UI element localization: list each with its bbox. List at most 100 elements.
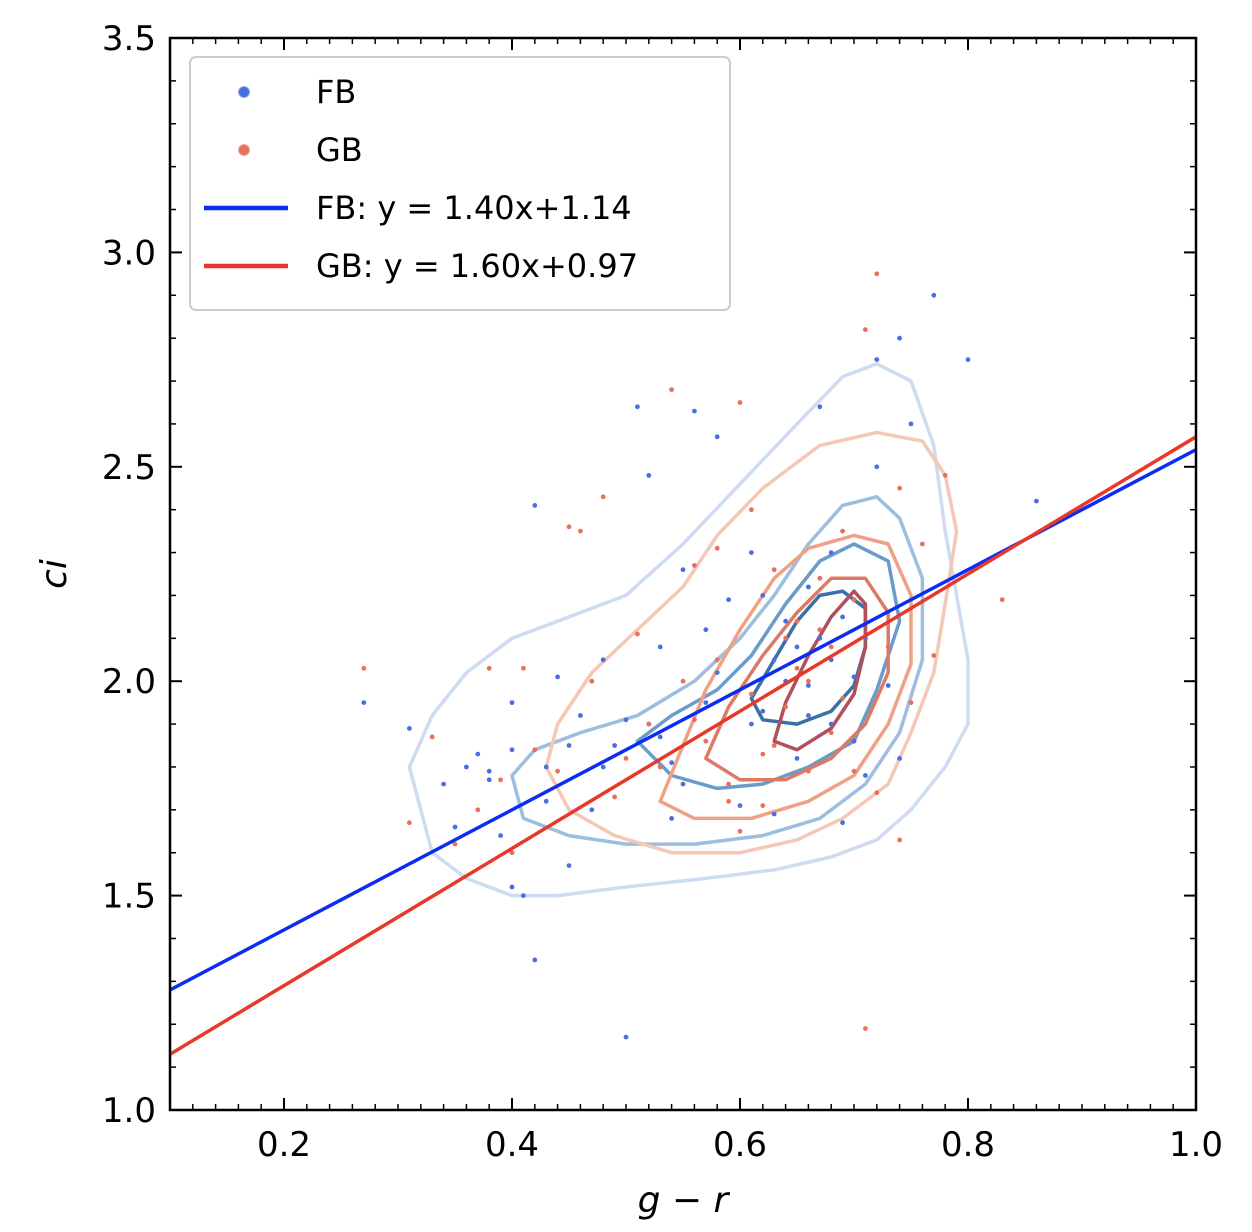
fb-point-2: [441, 781, 446, 787]
fb-point-6: [486, 768, 492, 774]
fb-point-42: [771, 811, 777, 817]
fb-point-61: [897, 335, 902, 341]
fb-point-54: [851, 674, 857, 680]
fb-point-14: [532, 503, 538, 508]
gb-point-18: [646, 721, 652, 727]
legend-box: [189, 56, 731, 311]
gb-point-51: [726, 798, 731, 804]
gb-point-8: [521, 665, 526, 671]
fb-point-45: [794, 756, 800, 761]
gb-point-55: [771, 743, 777, 748]
gb-point-16: [623, 756, 629, 761]
fb-point-49: [817, 404, 823, 410]
fb-point-16: [555, 674, 560, 680]
gb-point-36: [828, 730, 834, 736]
fb-point-57: [863, 773, 868, 778]
gb-fit-line: [170, 435, 1196, 1056]
fb-point-37: [737, 803, 743, 808]
gb-point-32: [794, 665, 800, 671]
gb-legend-marker: [238, 144, 250, 156]
x-tick-label: 0.2: [257, 1125, 311, 1165]
gb-point-52: [783, 635, 788, 641]
fb-point-11: [509, 884, 515, 890]
x-tick-label: 0.4: [485, 1125, 539, 1165]
gb-contour-4: [772, 589, 868, 752]
fb-point-44: [794, 644, 800, 650]
fb-point-70: [760, 708, 766, 714]
fb-point-67: [600, 657, 606, 663]
fb-point-13: [532, 957, 538, 963]
gb-point-43: [885, 644, 891, 650]
fb-point-38: [749, 721, 754, 727]
fb-point-60: [885, 683, 891, 688]
y-tick-label: 3.0: [102, 233, 156, 273]
fb-point-8: [498, 833, 503, 838]
gb-point-11: [566, 524, 572, 530]
gb-contour-1: [544, 430, 959, 855]
fb-legend-marker: [238, 86, 250, 98]
gb-point-50: [999, 597, 1005, 603]
fb-point-4: [464, 764, 469, 770]
fb-point-63: [931, 292, 937, 298]
gb-point-1: [407, 820, 412, 826]
gb-point-0: [361, 665, 367, 671]
scatter-points: [361, 271, 1039, 1040]
gb-point-10: [555, 768, 560, 774]
fb-point-69: [806, 713, 811, 718]
gb-point-34: [817, 627, 823, 633]
fb-point-28: [657, 734, 663, 740]
fb-point-19: [578, 713, 583, 718]
gb-point-42: [874, 271, 880, 277]
fb-point-33: [703, 700, 709, 705]
fb-point-22: [612, 743, 617, 748]
gb-point-54: [840, 696, 845, 701]
fb-point-0: [361, 700, 367, 705]
density-contours: [407, 362, 970, 898]
y-tick-label: 1.5: [102, 877, 156, 917]
fb-point-9: [509, 747, 515, 753]
fb-point-41: [771, 657, 777, 663]
fb-point-29: [669, 760, 674, 766]
fb-point-10: [509, 700, 515, 705]
y-tick-label: 2.5: [102, 448, 156, 488]
gb-point-25: [726, 781, 731, 787]
gb-point-37: [840, 528, 845, 534]
fb-point-75: [828, 550, 834, 555]
gb-point-20: [669, 387, 674, 392]
fb-point-17: [566, 743, 572, 748]
fb-point-20: [589, 807, 595, 813]
x-tick-label: 0.6: [713, 1125, 767, 1165]
legend-label-2: FB: y = 1.40x+1.14: [316, 189, 632, 227]
fb-point-26: [646, 473, 652, 478]
fb-contour-3: [635, 542, 902, 791]
gb-point-9: [532, 747, 538, 753]
gb-point-57: [874, 790, 880, 796]
gb-point-45: [897, 837, 902, 843]
fb-point-7: [486, 777, 492, 783]
fb-point-39: [749, 550, 754, 555]
fb-point-1: [407, 726, 412, 731]
gb-point-53: [806, 678, 811, 684]
fb-point-21: [600, 764, 606, 770]
fb-point-12: [521, 893, 526, 898]
x-tick-label: 1.0: [1169, 1125, 1223, 1165]
fb-point-65: [1034, 498, 1039, 504]
fb-point-32: [692, 408, 697, 414]
gb-point-6: [498, 777, 503, 783]
gb-point-30: [771, 567, 777, 573]
fb-point-34: [714, 434, 720, 440]
y-tick-label: 3.5: [102, 19, 156, 59]
fb-point-53: [840, 820, 845, 826]
fb-point-58: [874, 464, 880, 470]
fb-point-40: [760, 593, 766, 598]
gb-point-26: [737, 400, 743, 405]
fb-point-15: [543, 798, 549, 804]
fb-point-3: [452, 824, 458, 830]
gb-point-31: [783, 704, 788, 710]
gb-point-24: [714, 545, 720, 551]
legend: FB GB FB: y = 1.40x+1.14 GB: y = 1.60x+0.97: [189, 56, 731, 311]
fb-point-55: [851, 738, 857, 744]
gb-point-12: [578, 528, 583, 534]
fb-point-59: [874, 357, 880, 362]
y-axis-label: ci: [34, 559, 75, 589]
